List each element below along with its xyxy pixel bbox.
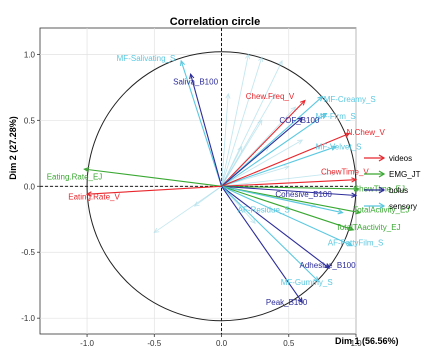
variable-arrow [221,145,338,187]
variable-arrow [221,116,304,187]
x-tick-label: 0.5 [283,339,295,348]
faint-arrow [221,145,243,187]
variable-label: ChewTime_V [321,167,369,176]
variable-label: ChewTime_EJ [353,185,405,194]
chart-title: Correlation circle [170,16,260,28]
variable-label: Peak_B100 [266,298,308,307]
variable-arrow [221,132,351,187]
x-axis-title: Dim 1 (56.56%) [335,336,399,346]
legend-label: sensory [389,202,417,211]
variable-arrow [221,113,328,187]
y-tick-label: 0.5 [24,116,36,125]
variable-label: AF-FattyFilm_S [328,239,384,248]
variable-label: MF-Firm_S [316,112,356,121]
x-tick-label: -1.0 [80,339,94,348]
faint-arrow [221,56,264,187]
y-tick-label: 1.0 [24,50,36,59]
variable-label: N.Chew_V [347,128,386,137]
x-tick-label: 1.0 [350,339,362,348]
x-tick-label: 0.0 [216,339,228,348]
variable-arrow [221,185,331,269]
legend-item: EMG_JT [364,170,421,179]
variable-arrow [221,99,306,187]
x-tick-labels: -1.0 -0.5 0.0 0.5 1.0 [80,334,362,348]
variable-labels: MF-Salivating_S Saliva_B100 Chew.Freq_V MF-… [47,54,410,307]
variable-arrow [221,185,358,198]
y-tick-label: 0.0 [24,182,36,191]
variable-arrow [221,185,355,232]
variable-arrow [221,185,354,247]
variable-label: Eating.Rate_V [68,192,120,201]
unit-circle [86,51,357,322]
faint-arrow [221,60,283,187]
variable-arrow [221,185,344,215]
variable-label: MF-Gummy_S [281,278,333,287]
variable-arrow [221,177,358,187]
variable-label: Cohesive_B100 [275,190,332,199]
legend-item: videos [364,154,412,163]
variable-label: Saliva_B100 [173,78,218,87]
faint-arrow [221,139,304,187]
variable-label: AF-Residue_S [238,206,290,215]
legend-label: bolus [389,186,408,195]
variable-label: MF-Salivating_S [117,54,176,63]
variable-label: MF-Creamy_S [324,95,376,104]
variable-arrow [189,72,223,187]
variable-arrow [85,185,222,197]
variable-label: Eating.Rate_EJ [47,173,103,182]
faint-arrow [221,53,251,187]
legend-label: EMG_JT [389,170,421,179]
variable-label: Chew.Freq_V [246,92,295,101]
legend-item: bolus [364,186,408,195]
y-tick-label: -0.5 [21,248,35,257]
faint-arrow [221,92,231,187]
legend-label: videos [389,154,412,163]
faint-arrow [153,185,222,234]
grid-lines [40,28,357,334]
variable-label: TotalTAactivity_EJ [336,223,401,232]
legend-item: sensory [364,202,417,211]
variable-label: MF-Velvet_S [316,142,362,151]
variable-arrow [221,185,320,283]
variable-arrow [221,185,303,304]
variable-label: Adhesive_B100 [300,261,357,270]
variable-label: COF_B100 [279,116,320,125]
y-tick-labels: -1.0 -0.5 0.0 0.5 1.0 [21,50,40,323]
faint-arrow [221,171,337,187]
variable-arrow [83,167,222,187]
variable-arrow [221,185,360,192]
y-axis-title: Dim 2 (27.28%) [8,116,18,180]
x-tick-label: -0.5 [147,339,161,348]
y-tick-label: -1.0 [21,314,35,323]
variable-arrow [221,185,362,215]
variable-arrows [83,59,362,304]
faint-arrow [221,93,276,187]
variable-arrow [179,59,223,187]
variable-label: TotalActivity_EJ [353,206,409,215]
